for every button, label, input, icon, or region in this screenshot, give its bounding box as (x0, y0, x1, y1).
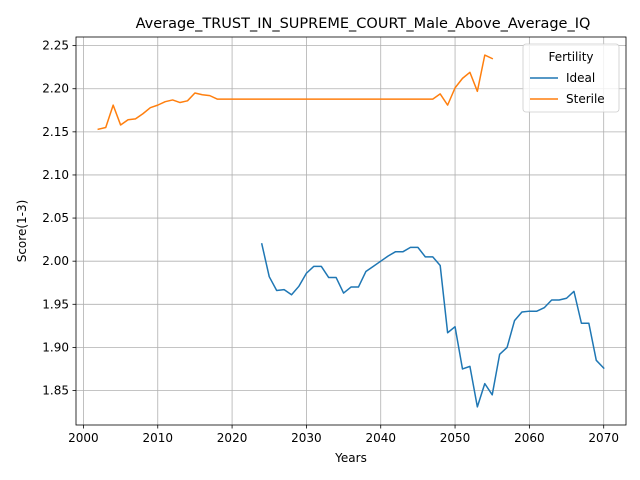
legend-title: Fertility (548, 50, 593, 64)
y-tick-label: 2.20 (42, 82, 69, 96)
legend-label-ideal: Ideal (566, 71, 595, 85)
data-series (97, 54, 605, 408)
x-tick-label: 2000 (68, 431, 99, 445)
x-tick-label: 2060 (514, 431, 545, 445)
x-tick-label: 2040 (365, 431, 396, 445)
x-tick-label: 2030 (291, 431, 322, 445)
y-tick-label: 2.00 (42, 254, 69, 268)
legend-box (522, 43, 620, 113)
chart-title: Average_TRUST_IN_SUPREME_COURT_Male_Abov… (136, 16, 591, 32)
x-tick-label: 2020 (217, 431, 248, 445)
y-tick-label: 1.90 (42, 340, 69, 354)
legend: Fertility Ideal Sterile (522, 43, 620, 113)
x-tick-label: 2050 (440, 431, 471, 445)
x-axis-label: Years (334, 451, 367, 465)
y-tick-label: 1.85 (42, 384, 69, 398)
series-line-sterile (97, 54, 494, 131)
y-tick-label: 1.95 (42, 297, 69, 311)
axis-ticks: 2000 2010 2020 2030 2040 2050 2060 2070 1.85 1.90… (42, 39, 619, 445)
y-axis-label: Score(1-3) (15, 200, 29, 263)
plot-area-frame (75, 36, 627, 426)
y-tick-label: 2.10 (42, 168, 69, 182)
x-tick-label: 2010 (142, 431, 173, 445)
y-tick-label: 2.05 (42, 211, 69, 225)
legend-label-sterile: Sterile (566, 92, 605, 106)
y-tick-label: 2.25 (42, 39, 69, 53)
y-tick-label: 2.15 (42, 125, 69, 139)
series-line-ideal (260, 243, 605, 408)
x-tick-label: 2070 (588, 431, 619, 445)
